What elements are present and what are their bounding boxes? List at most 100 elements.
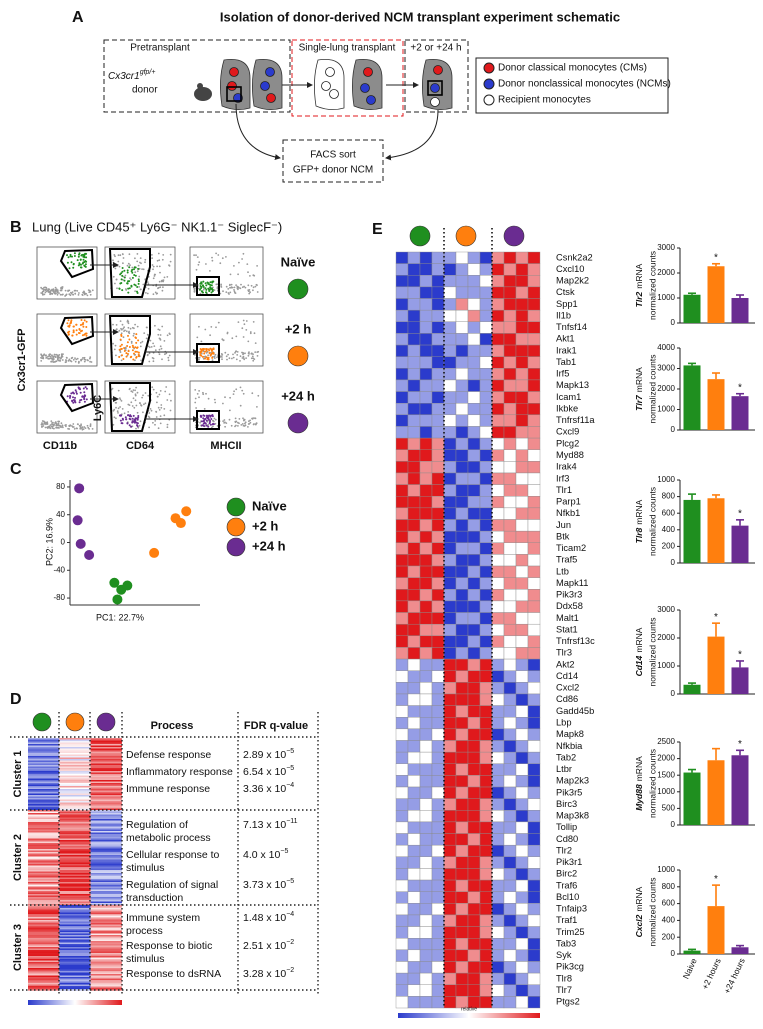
bar	[707, 266, 725, 323]
heatmap-texture	[59, 947, 91, 949]
heatmap-texture	[59, 966, 91, 969]
flow-event	[142, 283, 145, 286]
heatmap-cell	[527, 321, 541, 334]
flow-event	[74, 292, 77, 295]
flow-event	[209, 414, 212, 417]
heatmap-cell	[443, 996, 457, 1009]
flow-event	[233, 290, 236, 293]
heatmap-texture	[90, 844, 122, 847]
heatmap-texture	[90, 804, 122, 806]
flow-event	[229, 396, 232, 399]
gene-label: Traf6	[556, 880, 577, 890]
heatmap-cell	[455, 972, 469, 985]
flow-event	[154, 273, 157, 276]
heatmap-texture	[59, 880, 91, 883]
flow-event	[158, 280, 161, 283]
heatmap-cell	[515, 484, 529, 497]
scatter-point	[122, 580, 133, 591]
gene-label: Cd14	[556, 671, 578, 681]
heatmap-cell	[467, 763, 481, 776]
heatmap-cell	[443, 914, 457, 927]
heatmap-cell	[419, 972, 433, 985]
heatmap-cell	[455, 658, 469, 671]
flow-event	[134, 359, 136, 362]
heatmap-cell	[479, 403, 493, 416]
y-tick-label: 2000	[657, 754, 675, 763]
heatmap-texture	[59, 865, 91, 868]
heatmap-cell	[527, 612, 541, 625]
flow-event	[238, 261, 240, 264]
y-tick-label: 800	[662, 492, 676, 501]
flow-event	[136, 424, 138, 427]
heatmap-cell	[395, 751, 409, 764]
gene-label: Nfkbia	[556, 741, 583, 751]
y-tick-label: 0	[671, 558, 676, 567]
heatmap-cell	[479, 868, 493, 881]
gene-label: Tlr8	[556, 973, 572, 983]
heatmap-cell	[443, 903, 457, 916]
y-tick-label: 0	[61, 538, 66, 547]
process-text: metabolic process	[126, 832, 211, 844]
heatmap-cell	[479, 542, 493, 555]
flow-event	[62, 353, 64, 355]
flow-event	[235, 350, 238, 352]
sort-text: FACS sort	[310, 150, 356, 161]
heatmap-texture	[59, 823, 91, 826]
heatmap-cell	[407, 903, 421, 916]
heatmap-texture	[90, 801, 122, 803]
flow-event	[131, 268, 134, 271]
flow-event	[234, 417, 237, 420]
heatmap-texture	[90, 941, 122, 943]
heatmap-cell	[515, 763, 529, 776]
heatmap-cell	[479, 984, 493, 997]
heatmap-texture	[28, 962, 60, 964]
flow-event	[83, 290, 85, 293]
monocyte-icon	[321, 81, 331, 91]
flow-event	[152, 357, 155, 360]
flow-event	[50, 420, 53, 422]
heatmap-texture	[59, 810, 91, 812]
heatmap-cell	[407, 763, 421, 776]
flow-event	[72, 263, 75, 266]
flow-event	[227, 353, 230, 356]
heatmap-cell	[419, 565, 433, 578]
flow-event	[52, 290, 55, 293]
heatmap-cell	[443, 717, 457, 730]
gene-label: Syk	[556, 950, 572, 960]
heatmap-cell	[491, 530, 505, 543]
flow-event	[222, 420, 225, 422]
flow-event	[41, 292, 44, 295]
flow-event	[140, 404, 142, 406]
flow-event	[166, 276, 169, 278]
heatmap-texture	[90, 891, 122, 893]
heatmap-cell	[503, 589, 517, 602]
heatmap-texture	[90, 775, 122, 778]
heatmap-cell	[431, 670, 445, 683]
flow-event	[71, 291, 74, 293]
heatmap-cell	[407, 775, 421, 788]
flow-event	[136, 325, 139, 328]
flow-event	[132, 389, 135, 391]
heatmap-cell	[467, 914, 481, 927]
fdr-value: 1.48 x 10−4	[243, 911, 294, 923]
flow-event	[119, 254, 122, 257]
flow-event	[86, 359, 89, 361]
heatmap-texture	[59, 957, 91, 960]
heatmap-cell	[455, 926, 469, 939]
heatmap-texture	[59, 744, 91, 746]
heatmap-cell	[455, 903, 469, 916]
heatmap-texture	[28, 980, 60, 982]
heatmap-texture	[90, 868, 122, 871]
heatmap-cell	[491, 251, 505, 264]
heatmap-texture	[90, 757, 122, 760]
flow-event	[144, 392, 147, 394]
heatmap-cell	[395, 763, 409, 776]
heatmap-cell	[515, 379, 529, 392]
gene-name: Tlr7	[634, 394, 644, 411]
flow-event	[236, 351, 239, 353]
heatmap-texture	[59, 908, 91, 910]
heatmap-cell	[407, 403, 421, 416]
heatmap-cell	[479, 449, 493, 462]
flow-event	[149, 339, 152, 342]
heatmap-texture	[28, 874, 60, 877]
